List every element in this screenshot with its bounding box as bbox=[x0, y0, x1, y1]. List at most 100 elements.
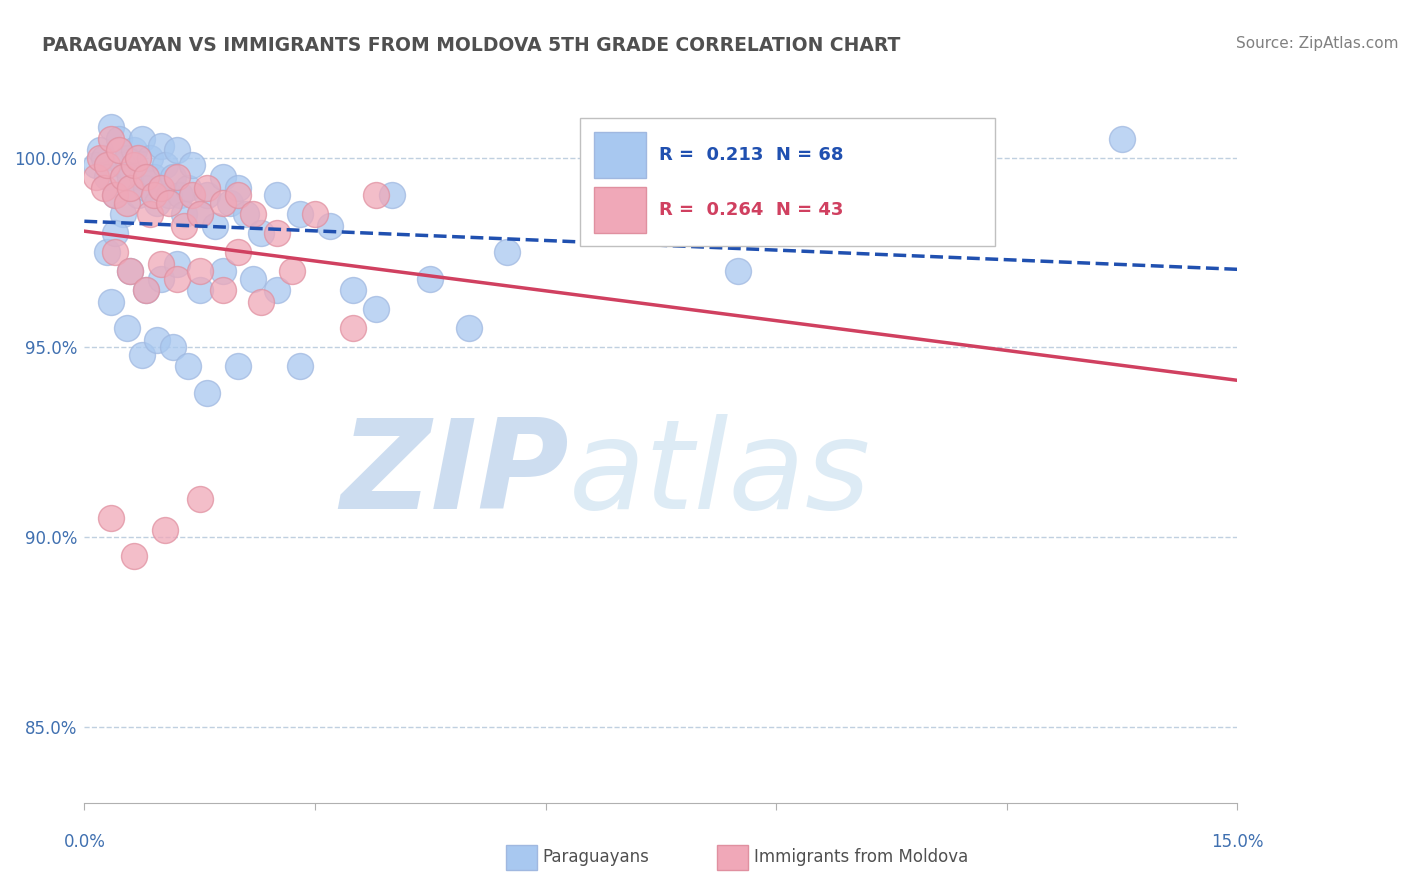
Point bbox=[124, 158, 146, 172]
Point bbox=[195, 188, 218, 202]
Point bbox=[120, 264, 142, 278]
Point bbox=[211, 169, 233, 184]
Point bbox=[188, 207, 211, 221]
Point bbox=[142, 169, 165, 184]
Point bbox=[150, 272, 173, 286]
Point bbox=[138, 207, 160, 221]
Text: ZIP: ZIP bbox=[340, 414, 568, 535]
Point bbox=[146, 196, 169, 211]
Point bbox=[111, 169, 134, 184]
Point bbox=[135, 169, 157, 184]
Text: Source: ZipAtlas.com: Source: ZipAtlas.com bbox=[1236, 36, 1399, 51]
Point bbox=[727, 264, 749, 278]
Point bbox=[100, 294, 122, 309]
Point bbox=[131, 169, 153, 184]
Point bbox=[177, 359, 200, 374]
FancyBboxPatch shape bbox=[581, 118, 995, 246]
Point bbox=[135, 284, 157, 298]
Point bbox=[457, 321, 479, 335]
Point bbox=[366, 188, 388, 202]
Point bbox=[138, 151, 160, 165]
Point bbox=[219, 196, 242, 211]
Text: Immigrants from Moldova: Immigrants from Moldova bbox=[754, 848, 967, 866]
Point bbox=[104, 188, 127, 202]
Point bbox=[166, 169, 188, 184]
Text: Paraguayans: Paraguayans bbox=[543, 848, 650, 866]
Point bbox=[211, 196, 233, 211]
Point bbox=[120, 181, 142, 195]
Point bbox=[150, 139, 173, 153]
Point bbox=[115, 321, 138, 335]
Point bbox=[157, 188, 180, 202]
FancyBboxPatch shape bbox=[593, 132, 645, 178]
Point bbox=[142, 188, 165, 202]
Point bbox=[100, 511, 122, 525]
Point bbox=[104, 227, 127, 241]
Point bbox=[150, 181, 173, 195]
Point bbox=[96, 169, 118, 184]
Point bbox=[188, 264, 211, 278]
Point bbox=[366, 302, 388, 317]
Point bbox=[250, 227, 273, 241]
Point bbox=[188, 284, 211, 298]
Text: R =  0.213  N = 68: R = 0.213 N = 68 bbox=[658, 146, 844, 164]
Point bbox=[124, 549, 146, 563]
Point bbox=[162, 169, 184, 184]
Point bbox=[169, 188, 191, 202]
Point bbox=[177, 181, 200, 195]
Point bbox=[288, 359, 311, 374]
Point bbox=[266, 284, 288, 298]
Point bbox=[188, 207, 211, 221]
Point bbox=[342, 321, 364, 335]
Point bbox=[127, 151, 149, 165]
Point bbox=[157, 196, 180, 211]
Point bbox=[166, 143, 188, 157]
Point bbox=[288, 207, 311, 221]
Point bbox=[281, 264, 304, 278]
Point bbox=[127, 188, 149, 202]
Point bbox=[120, 169, 142, 184]
Point bbox=[162, 340, 184, 354]
Point bbox=[96, 158, 118, 172]
Point bbox=[211, 264, 233, 278]
Point bbox=[226, 245, 249, 260]
Point bbox=[496, 245, 519, 260]
Point bbox=[115, 151, 138, 165]
Text: R =  0.264  N = 43: R = 0.264 N = 43 bbox=[658, 201, 842, 219]
Point bbox=[150, 257, 173, 271]
Point bbox=[131, 131, 153, 145]
Text: atlas: atlas bbox=[568, 414, 870, 535]
Point bbox=[120, 264, 142, 278]
Point bbox=[226, 188, 249, 202]
Point bbox=[204, 219, 226, 233]
Point bbox=[131, 348, 153, 362]
Point bbox=[1111, 131, 1133, 145]
Point bbox=[84, 158, 107, 172]
Point bbox=[104, 188, 127, 202]
Point bbox=[181, 188, 204, 202]
Point bbox=[173, 207, 195, 221]
Point bbox=[226, 359, 249, 374]
Point bbox=[96, 245, 118, 260]
Point bbox=[242, 272, 264, 286]
Point bbox=[612, 207, 634, 221]
Point bbox=[195, 385, 218, 400]
Point bbox=[89, 143, 111, 157]
Point bbox=[226, 181, 249, 195]
Point bbox=[166, 257, 188, 271]
Point bbox=[211, 284, 233, 298]
Point bbox=[381, 188, 404, 202]
Point bbox=[100, 120, 122, 135]
Point bbox=[266, 227, 288, 241]
Point bbox=[153, 158, 176, 172]
Point bbox=[111, 207, 134, 221]
Point bbox=[135, 181, 157, 195]
Point bbox=[146, 333, 169, 347]
Point bbox=[173, 219, 195, 233]
Point bbox=[188, 492, 211, 507]
Point bbox=[108, 131, 131, 145]
Point bbox=[104, 245, 127, 260]
Text: 0.0%: 0.0% bbox=[63, 833, 105, 851]
Y-axis label: 5th Grade: 5th Grade bbox=[0, 401, 3, 491]
Point bbox=[84, 169, 107, 184]
